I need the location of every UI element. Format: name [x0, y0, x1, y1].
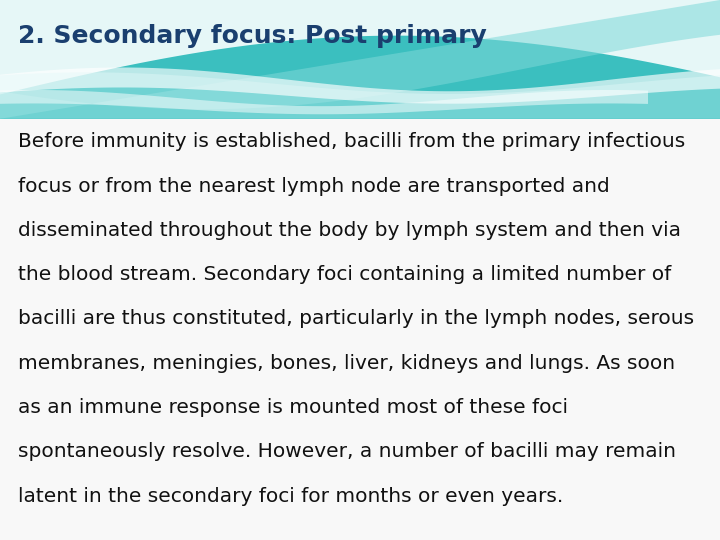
- Polygon shape: [0, 68, 720, 104]
- Text: bacilli are thus constituted, particularly in the lymph nodes, serous: bacilli are thus constituted, particular…: [18, 309, 694, 328]
- Text: latent in the secondary foci for months or even years.: latent in the secondary foci for months …: [18, 487, 563, 505]
- Text: as an immune response is mounted most of these foci: as an immune response is mounted most of…: [18, 398, 568, 417]
- Polygon shape: [0, 0, 720, 119]
- Polygon shape: [0, 72, 720, 119]
- Bar: [0, 0, 720, 119]
- Polygon shape: [0, 0, 720, 94]
- Text: spontaneously resolve. However, a number of bacilli may remain: spontaneously resolve. However, a number…: [18, 442, 676, 461]
- Text: the blood stream. Secondary foci containing a limited number of: the blood stream. Secondary foci contain…: [18, 265, 671, 284]
- Polygon shape: [0, 90, 648, 114]
- Text: disseminated throughout the body by lymph system and then via: disseminated throughout the body by lymp…: [18, 221, 681, 240]
- Text: focus or from the nearest lymph node are transported and: focus or from the nearest lymph node are…: [18, 177, 610, 195]
- Text: 2. Secondary focus: Post primary: 2. Secondary focus: Post primary: [18, 24, 487, 48]
- Text: Before immunity is established, bacilli from the primary infectious: Before immunity is established, bacilli …: [18, 132, 685, 151]
- Text: membranes, meningies, bones, liver, kidneys and lungs. As soon: membranes, meningies, bones, liver, kidn…: [18, 354, 675, 373]
